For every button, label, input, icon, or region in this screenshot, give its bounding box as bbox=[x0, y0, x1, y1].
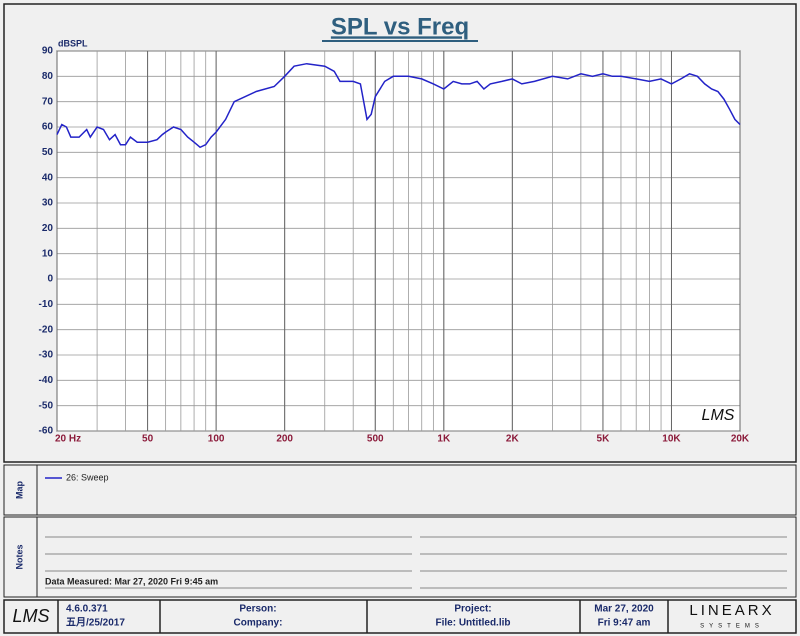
map-label: Map bbox=[14, 480, 24, 499]
legend-entry: 26: Sweep bbox=[66, 472, 109, 482]
version: 4.6.0.371 bbox=[66, 604, 108, 615]
y-tick-label: 0 bbox=[47, 274, 53, 285]
x-tick-label: 2K bbox=[506, 434, 520, 445]
notes-text: Data Measured: Mar 27, 2020 Fri 9:45 am bbox=[45, 576, 218, 586]
y-tick-label: 50 bbox=[42, 147, 54, 158]
brand: LINEARX bbox=[689, 602, 774, 619]
x-tick-label: 500 bbox=[367, 434, 384, 445]
notes-panel bbox=[3, 516, 797, 598]
footer-logo: LMS bbox=[12, 606, 49, 626]
watermark: LMS bbox=[702, 407, 735, 424]
build-date: 五月/25/2017 bbox=[66, 617, 125, 629]
y-tick-label: -40 bbox=[39, 375, 54, 386]
y-tick-label: 30 bbox=[42, 198, 54, 209]
y-tick-label: -60 bbox=[39, 426, 54, 437]
y-tick-label: 20 bbox=[42, 223, 54, 234]
brand-sub: SYSTEMS bbox=[700, 624, 764, 630]
y-tick-label: -20 bbox=[39, 324, 54, 335]
y-tick-label: 40 bbox=[42, 172, 54, 183]
footer-dividers bbox=[57, 600, 669, 633]
x-tick-label: 5K bbox=[597, 434, 611, 445]
time: Fri 9:47 am bbox=[598, 618, 651, 629]
file: File: Untitled.lib bbox=[436, 618, 511, 629]
date: Mar 27, 2020 bbox=[594, 604, 654, 615]
person: Person: bbox=[239, 604, 276, 615]
footer bbox=[3, 599, 797, 634]
y-tick-label: 70 bbox=[42, 96, 54, 107]
y-tick-label: 80 bbox=[42, 71, 54, 82]
notes-label: Notes bbox=[14, 544, 24, 569]
y-tick-label: -10 bbox=[39, 299, 54, 310]
x-tick-label: 100 bbox=[208, 434, 225, 445]
chart-title: SPL vs Freq bbox=[331, 13, 469, 40]
plot-area bbox=[56, 50, 741, 432]
y-tick-label: 10 bbox=[42, 248, 54, 259]
note-lines bbox=[45, 536, 787, 589]
y-tick-label: 60 bbox=[42, 122, 54, 133]
company: Company: bbox=[234, 618, 283, 629]
x-tick-label: 1K bbox=[437, 434, 451, 445]
y-tick-label: 90 bbox=[42, 46, 54, 57]
y-tick-label: -50 bbox=[39, 400, 54, 411]
y-axis-label: dBSPL bbox=[58, 38, 88, 48]
x-tick-label: 50 bbox=[142, 434, 154, 445]
x-tick-label: 200 bbox=[276, 434, 293, 445]
x-tick-label: 20K bbox=[731, 434, 750, 445]
x-tick-label: 20 Hz bbox=[55, 434, 81, 445]
x-tick-label: 10K bbox=[662, 434, 681, 445]
data-line bbox=[56, 62, 741, 149]
y-tick-label: -30 bbox=[39, 350, 54, 361]
project: Project: bbox=[454, 604, 491, 615]
map-panel bbox=[3, 464, 797, 516]
